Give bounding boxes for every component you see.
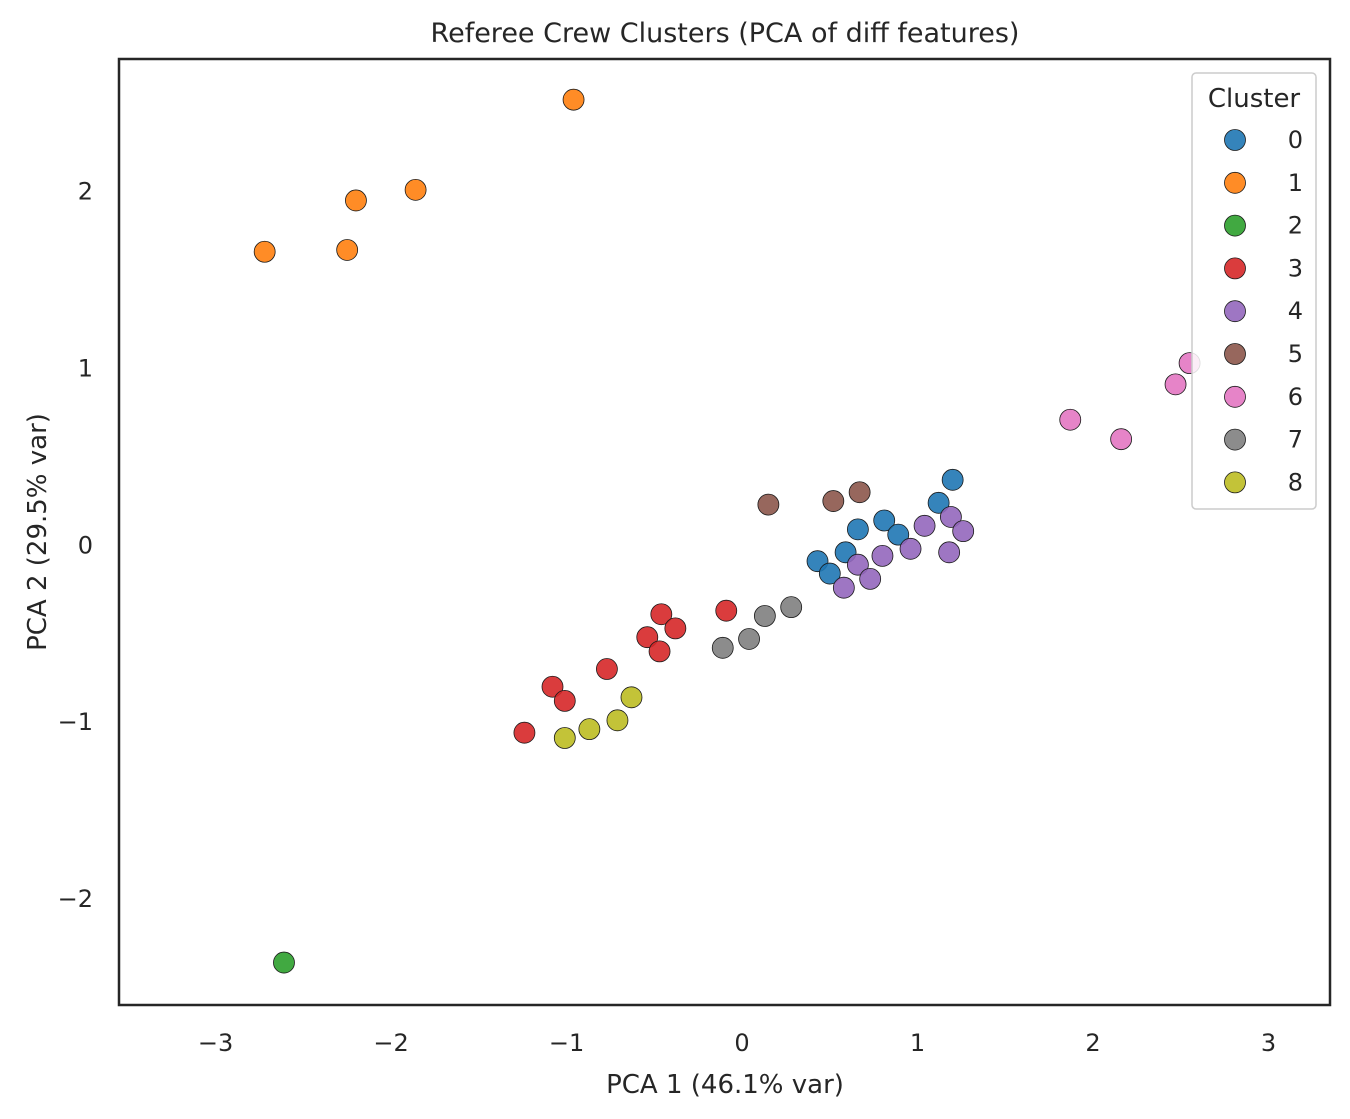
data-point — [952, 520, 975, 543]
data-point — [620, 686, 643, 709]
legend-marker — [1224, 300, 1246, 323]
data-point — [1059, 408, 1082, 431]
data-point — [1164, 373, 1187, 396]
data-point — [818, 562, 841, 585]
data-point — [553, 689, 576, 712]
chart-title: Referee Crew Clusters (PCA of diff featu… — [431, 18, 1020, 49]
data-point — [541, 675, 564, 698]
data-point — [899, 537, 922, 560]
data-point — [513, 721, 536, 744]
legend-marker — [1224, 171, 1246, 194]
data-point — [859, 567, 882, 590]
x-tick-label: 1 — [910, 1029, 925, 1057]
data-point — [753, 605, 776, 627]
data-point — [711, 636, 734, 659]
legend: Cluster 0 1 2 3 4 5 6 7 8 — [1191, 72, 1317, 510]
data-point — [664, 617, 687, 640]
series-3 — [513, 599, 738, 744]
legend-label: 7 — [1288, 426, 1303, 454]
data-point — [578, 718, 601, 741]
data-point — [780, 596, 803, 619]
legend-label: 8 — [1288, 468, 1303, 496]
x-tick-label: 2 — [1085, 1029, 1100, 1057]
y-axis-label: PCA 2 (29.5% var) — [23, 413, 53, 651]
plot-frame — [117, 57, 1332, 1007]
data-point — [404, 178, 427, 201]
data-point — [940, 506, 962, 528]
legend-label: 3 — [1288, 254, 1303, 282]
legend-marker — [1224, 385, 1246, 408]
data-point — [636, 626, 659, 649]
data-point — [553, 727, 576, 749]
series-7 — [711, 596, 803, 659]
data-point — [871, 544, 894, 567]
data-point — [648, 640, 671, 663]
y-tick-label: 1 — [78, 354, 93, 382]
data-point — [336, 239, 359, 261]
plot-area — [253, 88, 1201, 974]
data-point — [927, 491, 950, 514]
data-point — [873, 509, 896, 532]
series-5 — [757, 481, 871, 516]
series-6 — [1059, 352, 1201, 451]
legend-label: 4 — [1288, 297, 1303, 325]
data-point — [941, 468, 964, 491]
y-tick-label: −2 — [58, 885, 93, 913]
y-tick-label: 2 — [78, 178, 93, 206]
data-point — [822, 490, 845, 512]
x-axis-label: PCA 1 (46.1% var) — [606, 1070, 844, 1100]
series-1 — [253, 88, 585, 263]
data-point — [757, 493, 780, 516]
data-point — [913, 514, 936, 537]
legend-label: 2 — [1288, 212, 1303, 240]
y-tick-label: −1 — [58, 708, 93, 736]
legend-label: 6 — [1288, 383, 1303, 411]
series-0 — [806, 468, 964, 585]
x-tick-label: −3 — [198, 1029, 233, 1057]
legend-marker — [1224, 214, 1246, 237]
y-axis-ticks: −2 −1 0 1 2 — [58, 178, 93, 913]
legend-label: 1 — [1288, 169, 1303, 197]
data-point — [738, 628, 760, 650]
data-point — [596, 658, 618, 680]
x-tick-label: 0 — [734, 1029, 749, 1057]
series-8 — [553, 686, 643, 749]
data-point — [1110, 428, 1133, 451]
legend-marker — [1224, 428, 1246, 451]
x-axis-ticks: −3 −2 −1 0 1 2 3 — [198, 1029, 1276, 1057]
y-tick-label: 0 — [78, 531, 93, 559]
series-4 — [832, 506, 975, 599]
data-point — [846, 553, 869, 576]
data-point — [938, 541, 961, 564]
data-point — [273, 951, 295, 974]
legend-marker — [1224, 257, 1246, 280]
x-tick-label: −2 — [373, 1029, 408, 1057]
data-point — [715, 599, 738, 622]
data-point — [606, 709, 629, 732]
data-point — [345, 189, 367, 212]
data-point — [846, 518, 869, 541]
legend-marker — [1224, 471, 1246, 494]
data-point — [832, 576, 855, 599]
legend-marker — [1224, 343, 1246, 365]
legend-title: Cluster — [1208, 84, 1301, 114]
data-point — [650, 603, 673, 626]
data-point — [887, 523, 910, 546]
series-2 — [273, 951, 295, 974]
legend-box — [1191, 72, 1317, 510]
data-point — [848, 481, 871, 504]
x-tick-label: −1 — [549, 1029, 584, 1057]
data-point — [253, 240, 276, 263]
legend-label: 5 — [1288, 340, 1303, 368]
legend-label: 0 — [1288, 126, 1303, 154]
x-tick-label: 3 — [1261, 1029, 1276, 1057]
legend-marker — [1224, 129, 1246, 151]
data-point — [562, 88, 585, 111]
